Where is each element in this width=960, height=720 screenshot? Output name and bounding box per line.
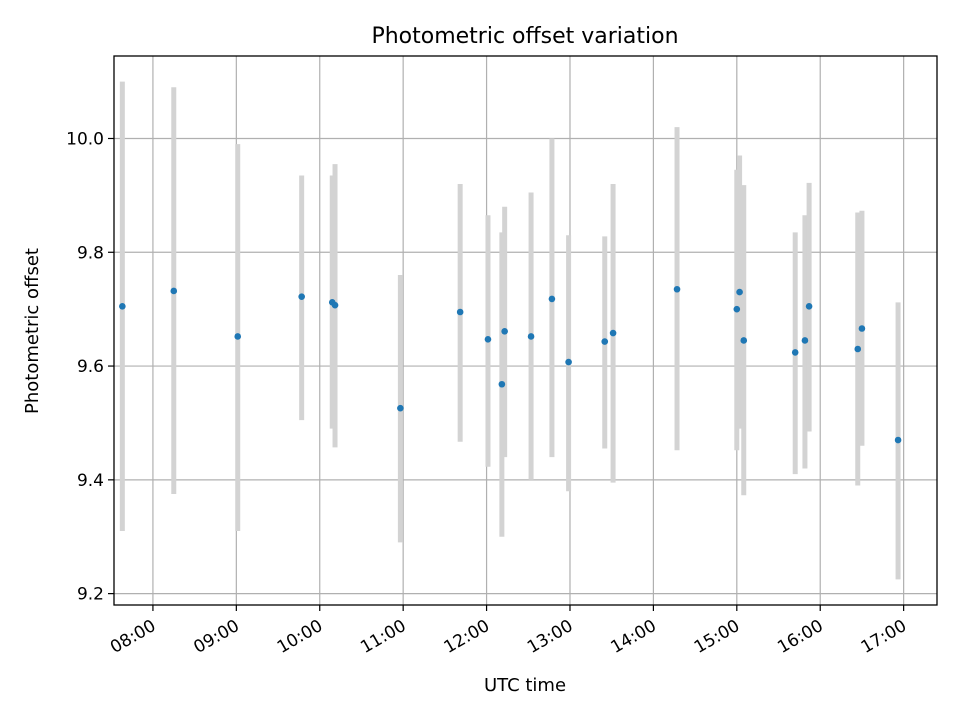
data-point xyxy=(673,285,681,293)
y-axis-label: Photometric offset xyxy=(22,248,43,414)
data-point xyxy=(397,404,404,412)
data-point xyxy=(565,358,572,366)
data-point xyxy=(733,305,741,313)
plot-frame xyxy=(113,55,938,606)
y-tick-label: 9.6 xyxy=(77,357,104,377)
data-point xyxy=(456,308,464,316)
chart-title: Photometric offset variation xyxy=(371,24,678,49)
data-point xyxy=(331,301,339,309)
data-point xyxy=(858,325,866,332)
data-point xyxy=(170,287,178,295)
y-tick-label: 9.2 xyxy=(77,585,104,605)
data-point xyxy=(498,380,506,388)
y-tick-label: 9.4 xyxy=(77,471,104,491)
x-axis-label: UTC time xyxy=(484,675,566,696)
data-point xyxy=(548,295,556,303)
data-point xyxy=(298,293,305,300)
data-point xyxy=(501,328,508,335)
data-point xyxy=(484,336,492,343)
data-point xyxy=(601,338,609,345)
y-axis-ticks: 9.2 9.4 9.6 9.8 10.0 xyxy=(66,129,114,605)
data-point xyxy=(609,329,617,337)
y-tick-label: 10.0 xyxy=(66,129,104,149)
data-point xyxy=(119,303,126,310)
data-point xyxy=(740,337,748,344)
data-point xyxy=(736,288,743,296)
data-point xyxy=(527,333,535,340)
data-point xyxy=(894,436,902,444)
data-point xyxy=(234,333,242,340)
data-point xyxy=(805,303,813,310)
data-point xyxy=(791,349,799,356)
data-points xyxy=(119,285,902,444)
y-tick-label: 9.8 xyxy=(77,243,104,263)
data-point xyxy=(854,345,862,353)
data-point xyxy=(801,337,809,344)
